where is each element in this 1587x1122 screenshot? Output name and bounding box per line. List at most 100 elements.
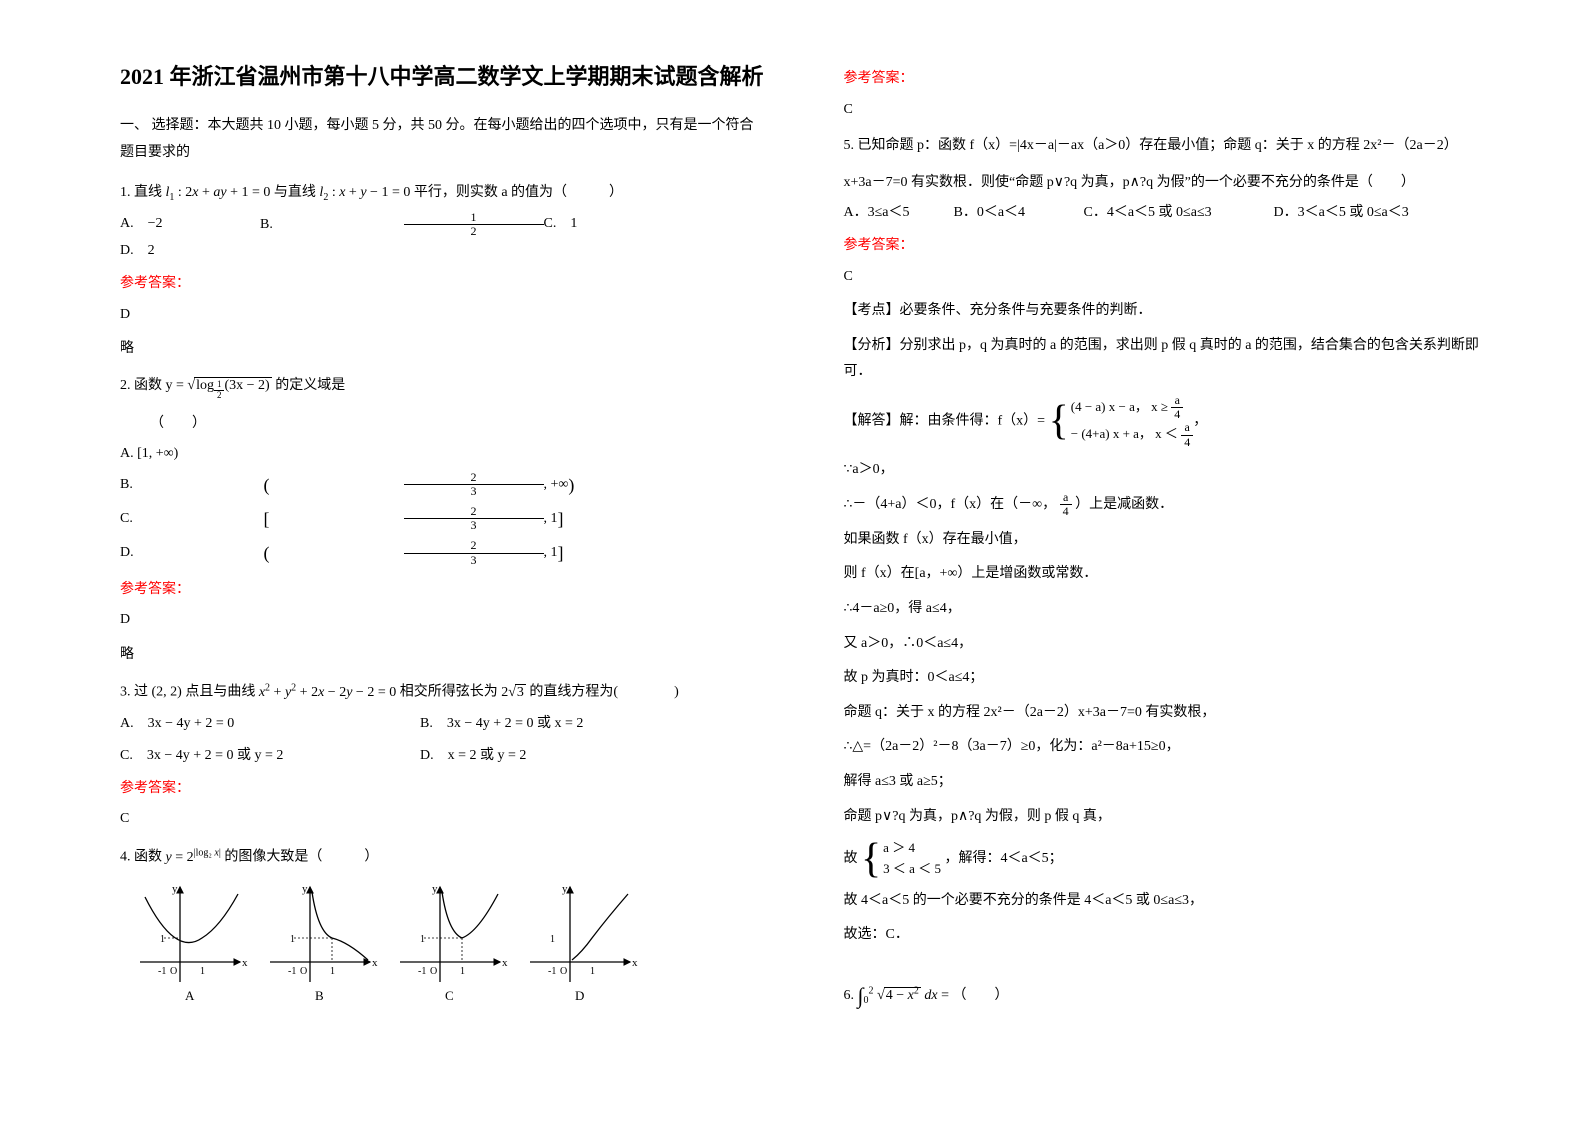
q6-stem: 6. ∫02 4 − x2 dx = （ ） (844, 975, 1488, 1017)
svg-text:O: O (170, 966, 177, 977)
q5-case2-txt: − (4+a) x + a， x ＜ (1071, 426, 1181, 441)
svg-text:x: x (242, 957, 248, 969)
q5-l-q: 命题 q：关于 x 的方程 2x²－（2a－2）x+3a－7=0 有实数根， (844, 700, 1488, 727)
q3-curve: x2 + y2 + 2x − 2y − 2 = 0 (259, 685, 396, 700)
q2-stem-a: 2. 函数 (120, 378, 162, 393)
svg-text:1: 1 (460, 966, 465, 977)
q2-options: A. [1, +∞) B. (23, +∞) C. [23, 1] D. (23… (120, 441, 764, 570)
q5-jd-pre: 【解答】解：由条件得：f（x）= (844, 414, 1046, 429)
q2-answer: D (120, 607, 764, 634)
q5-options: A．3≤a＜5 B．0＜a＜4 C．4＜a＜5 或 0≤a≤3 D．3＜a＜5 … (844, 200, 1488, 227)
q5-l-delta: ∴△=（2a－2）²－8（3a－7）≥0，化为：a²－8a+15≥0， (844, 734, 1488, 761)
q4-a: 4. 函数 (120, 850, 162, 865)
q3-answer: C (120, 806, 764, 833)
q5-dec-n: a (1060, 491, 1072, 505)
q2-d-pre: D. (120, 540, 260, 567)
svg-text:-1: -1 (288, 966, 296, 977)
svg-text:x: x (632, 957, 638, 969)
q3-tail: 的直线方程为( ) (529, 685, 678, 700)
svg-text:-1: -1 (158, 966, 166, 977)
q5-l-nec: 故 4＜a＜5 的一个必要不充分的条件是 4＜a＜5 或 0≤a≤3， (844, 888, 1488, 915)
q5-line2: x+3a－7=0 有实数根．则使“命题 p∨?q 为真，p∧?q 为假”的一个必… (844, 170, 1488, 197)
q5-l-ptrue: 故 p 为真时：0＜a≤4； (844, 665, 1488, 692)
q5-c1-d: 4 (1171, 408, 1183, 421)
q1-opt-d: D. 2 (120, 238, 260, 265)
q3-pt: (2, 2) (152, 685, 182, 700)
q4-label-a: A (185, 988, 195, 1003)
q4-fn: y = 2|log₂ x| (166, 850, 221, 865)
q5-sys2: 3 ＜ a ＜ 5 (883, 861, 941, 876)
svg-text:y: y (172, 883, 178, 895)
q2-opt-b: B. (23, +∞) (120, 468, 708, 502)
svg-text:x: x (372, 957, 378, 969)
q6-hi: 2 (869, 985, 874, 996)
q2-answer-label: 参考答案： (120, 577, 764, 604)
q2-tail: 的定义域是 (275, 378, 345, 393)
svg-text:1: 1 (330, 966, 335, 977)
svg-text:O: O (560, 966, 567, 977)
q5-case2: − (4+a) x + a， x ＜ a4 (1071, 426, 1193, 441)
q5-l-solve: 解得 a≤3 或 a≥5； (844, 769, 1488, 796)
q4-graphs: x y O 1 1 -1 A x y O 1 1 -1 (120, 877, 650, 1007)
q5-sys-post: ，解得：4＜a＜5； (944, 851, 1062, 866)
q5-piecewise: { (4 − a) x − a， x ≥ a4 − (4+a) x + a， x… (1049, 394, 1194, 449)
q5-opt-a: A．3≤a＜5 (844, 200, 954, 227)
q2-logbase-d: 2 (214, 391, 225, 401)
svg-text:O: O (300, 966, 307, 977)
q2-fn-y: y = (166, 378, 188, 393)
q1-stem-a: 1. 直线 (120, 185, 162, 200)
q4-label-d: D (575, 988, 584, 1003)
q1-mid: 与直线 (274, 185, 316, 200)
q5-l-pick: 故选：C． (844, 922, 1488, 949)
q3-options-row2: C. 3x − 4y + 2 = 0 或 y = 2 D. x = 2 或 y … (120, 743, 764, 770)
right-column: 参考答案： C 5. 已知命题 p：函数 f（x）=|4x－a|－ax（a＞0）… (804, 60, 1508, 1102)
q5-opt-c: C．4＜a＜5 或 0≤a≤3 (1084, 200, 1274, 227)
q2-stem: 2. 函数 y = log12(3x − 2) 的定义域是 (120, 373, 764, 401)
q5-answer-label: 参考答案： (844, 233, 1488, 260)
q5-fx: 【分析】分别求出 p，q 为真时的 a 的范围，求出则 p 假 q 真时的 a … (844, 333, 1488, 386)
q1-stem: 1. 直线 l1 : 2x + ay + 1 = 0 与直线 l2 : x + … (120, 180, 764, 207)
q1-tail: 平行，则实数 a 的值为（ ） (414, 185, 623, 200)
page-root: 2021 年浙江省温州市第十八中学高二数学文上学期期末试题含解析 一、 选择题：… (0, 0, 1587, 1122)
q5-l-min: 如果函数 f（x）存在最小值， (844, 527, 1488, 554)
q5-answer: C (844, 264, 1488, 291)
q5-opt-b: B．0＜a＜4 (954, 200, 1084, 227)
q4-answer-label: 参考答案： (844, 66, 1488, 93)
q1-l1: l1 : 2x + ay + 1 = 0 (166, 185, 271, 200)
q5-l-inc: 则 f（x）在[a，+∞）上是增函数或常数． (844, 561, 1488, 588)
q2-paren: （ ） (120, 411, 764, 438)
svg-text:x: x (502, 957, 508, 969)
q5-opt-d: D．3＜a＜5 或 0≤a＜3 (1274, 200, 1414, 227)
q6-dx: dx (924, 988, 937, 1003)
q5-l-pq: 命题 p∨?q 为真，p∧?q 为假，则 p 假 q 真， (844, 804, 1488, 831)
q5-jd: 【解答】解：由条件得：f（x）= { (4 − a) x − a， x ≥ a4… (844, 394, 1488, 449)
q2-fn: y = log12(3x − 2) (166, 378, 276, 393)
q3-answer-label: 参考答案： (120, 776, 764, 803)
q4-label-c: C (445, 988, 454, 1003)
q4-answer: C (844, 97, 1488, 124)
q3-mid2: 相交所得弦长为 (400, 685, 498, 700)
q5-c2-d: 4 (1181, 436, 1193, 449)
q1-opt-b-pre: B. (260, 212, 400, 239)
q4-tail: 的图像大致是（ ） (224, 850, 378, 865)
svg-text:1: 1 (590, 966, 595, 977)
q3-opt-c: C. 3x − 4y + 2 = 0 或 y = 2 (120, 743, 420, 770)
q5-line1: 5. 已知命题 p：函数 f（x）=|4x－a|－ax（a＞0）存在最小值；命题… (844, 133, 1488, 160)
q5-case1-txt: (4 − a) x − a， x ≥ (1071, 399, 1172, 414)
svg-text:1: 1 (550, 934, 555, 945)
q2-c-pre: C. (120, 506, 260, 533)
q2-opt-a: A. [1, +∞) (120, 441, 260, 468)
svg-text:y: y (562, 883, 568, 895)
q6-tail: （ ） (952, 988, 1008, 1003)
svg-text:y: y (302, 883, 308, 895)
left-column: 2021 年浙江省温州市第十八中学高二数学文上学期期末试题含解析 一、 选择题：… (100, 60, 804, 1102)
q3-options-row1: A. 3x − 4y + 2 = 0 B. 3x − 4y + 2 = 0 或 … (120, 711, 764, 738)
svg-text:-1: -1 (548, 966, 556, 977)
q5-dec-a: ∴－（4+a）＜0，f（x）在（－∞， (844, 497, 1057, 512)
svg-text:1: 1 (420, 934, 425, 945)
svg-text:O: O (430, 966, 437, 977)
q2-opt-c: C. [23, 1] (120, 502, 698, 536)
q1-answer-label: 参考答案： (120, 271, 764, 298)
q5-l-a0: ∵a＞0， (844, 457, 1488, 484)
q5-sys: 故 { a ＞ 4 3 ＜ a ＜ 5 ，解得：4＜a＜5； (844, 838, 1488, 880)
